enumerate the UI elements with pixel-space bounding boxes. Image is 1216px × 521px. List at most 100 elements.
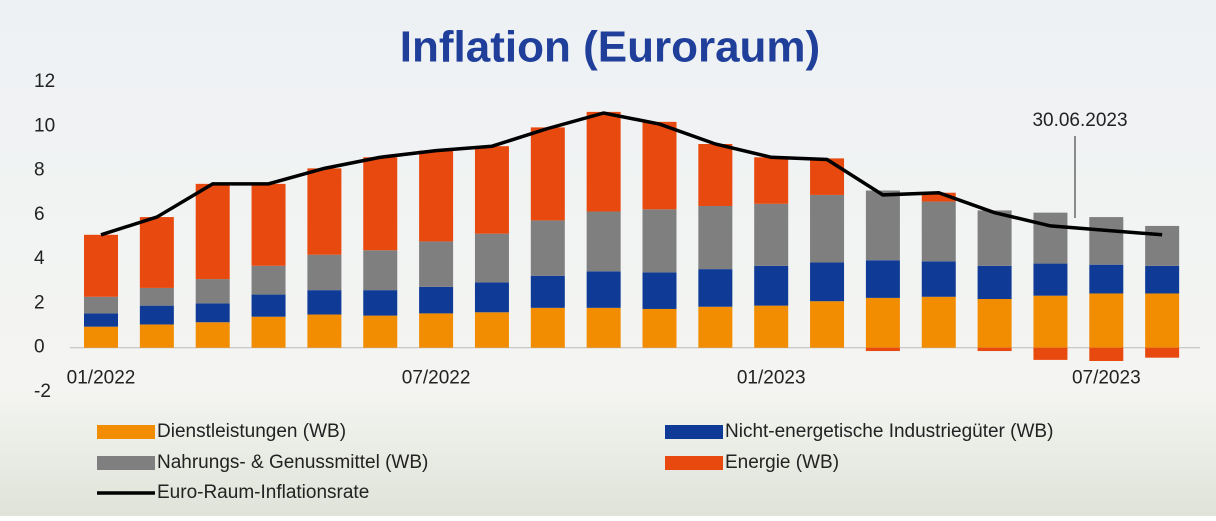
bar <box>1145 226 1179 266</box>
y-tick-label: -2 <box>34 381 51 402</box>
y-tick-label: 10 <box>34 115 55 136</box>
bar <box>978 299 1012 348</box>
bar <box>866 348 900 351</box>
bar <box>1145 266 1179 294</box>
bar <box>140 217 174 288</box>
bar <box>587 112 621 212</box>
bar <box>1089 348 1123 361</box>
bar <box>922 261 956 296</box>
legend-label: Nahrungs- & Genussmittel (WB) <box>157 452 428 473</box>
chart-title: Inflation (Euroraum) <box>400 23 820 72</box>
bar <box>643 309 677 348</box>
bar <box>643 272 677 309</box>
y-tick-label: 4 <box>34 248 45 269</box>
bar <box>698 307 732 348</box>
bar <box>1145 293 1179 347</box>
bar <box>196 184 230 279</box>
legend-key <box>97 425 155 439</box>
legend-label: Dienstleistungen (WB) <box>157 421 346 442</box>
bar <box>419 151 453 242</box>
bar <box>1089 217 1123 265</box>
bar <box>1089 293 1123 347</box>
bar <box>1145 348 1179 358</box>
bar <box>531 276 565 308</box>
y-tick-label: 2 <box>34 292 45 313</box>
y-tick-label: 8 <box>34 160 45 181</box>
bar <box>363 316 397 348</box>
bar <box>587 212 621 272</box>
legend-key <box>665 425 723 439</box>
y-tick-label: 0 <box>34 337 45 358</box>
bar <box>252 184 286 266</box>
bar <box>866 298 900 348</box>
bar <box>978 210 1012 265</box>
bar <box>84 235 118 297</box>
bar <box>419 241 453 286</box>
bar <box>307 315 341 348</box>
x-tick-label: 07/2023 <box>1072 368 1141 389</box>
bar <box>866 260 900 298</box>
bar <box>1033 264 1067 296</box>
bar <box>252 295 286 317</box>
bar <box>196 279 230 303</box>
bar <box>698 144 732 206</box>
x-tick-label: 01/2022 <box>67 368 136 389</box>
bar <box>475 234 509 283</box>
chart: Inflation (Euroraum) 30.06.2023 -2024681… <box>0 0 1216 516</box>
bar <box>1033 348 1067 360</box>
bar <box>922 202 956 262</box>
bar <box>196 322 230 347</box>
bar <box>475 312 509 347</box>
bar <box>363 290 397 315</box>
bar <box>698 206 732 269</box>
bar <box>810 262 844 301</box>
bar <box>810 158 844 195</box>
bar <box>1033 296 1067 348</box>
bar <box>698 269 732 307</box>
legend-key <box>97 456 155 470</box>
bar <box>754 157 788 204</box>
bar <box>587 271 621 308</box>
bar <box>419 313 453 347</box>
bar <box>587 308 621 348</box>
annotation: 30.06.2023 <box>1032 110 1127 131</box>
bar <box>252 266 286 295</box>
x-tick-label: 01/2023 <box>737 368 806 389</box>
bar <box>307 168 341 254</box>
bar <box>140 306 174 325</box>
bar <box>531 220 565 275</box>
bar <box>140 324 174 347</box>
legend-label: Euro-Raum-Inflationsrate <box>157 482 369 503</box>
bar <box>1033 213 1067 264</box>
bar <box>754 266 788 306</box>
bar <box>196 303 230 322</box>
bar <box>531 127 565 220</box>
bar <box>84 327 118 348</box>
bar <box>754 204 788 266</box>
bar <box>643 122 677 209</box>
bar <box>978 348 1012 351</box>
bar <box>810 301 844 348</box>
bar <box>307 290 341 314</box>
bar <box>531 308 565 348</box>
bar <box>419 287 453 314</box>
legend-label: Nicht-energetische Industriegüter (WB) <box>725 421 1053 442</box>
bar <box>252 317 286 348</box>
bar <box>363 250 397 290</box>
bar <box>810 195 844 263</box>
bar <box>363 157 397 250</box>
bar <box>84 313 118 326</box>
bar <box>866 191 900 261</box>
y-tick-label: 12 <box>34 71 55 92</box>
bar <box>307 255 341 290</box>
bar <box>84 297 118 314</box>
bar <box>643 209 677 272</box>
bar <box>475 282 509 312</box>
bar <box>922 297 956 348</box>
bar <box>140 288 174 306</box>
legend-key <box>665 456 723 470</box>
bar <box>475 146 509 233</box>
x-tick-label: 07/2022 <box>402 368 471 389</box>
bar <box>978 266 1012 299</box>
bar <box>1089 265 1123 294</box>
